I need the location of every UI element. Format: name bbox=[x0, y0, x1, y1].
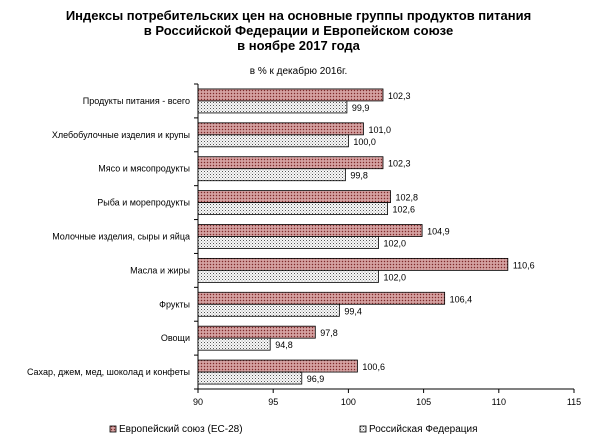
legend-swatch-eu bbox=[109, 425, 117, 433]
bar-ru bbox=[197, 303, 340, 317]
data-label: 100,0 bbox=[353, 137, 376, 147]
chart-title-line-3: в ноябре 2017 года bbox=[237, 38, 360, 53]
data-label: 110,6 bbox=[513, 260, 535, 270]
bar-eu bbox=[197, 359, 358, 373]
legend-label-ru: Российская Федерация bbox=[369, 424, 478, 435]
bar-eu bbox=[197, 88, 384, 102]
data-label: 101,0 bbox=[368, 125, 391, 135]
data-label: 99,4 bbox=[344, 306, 362, 316]
data-label: 102,0 bbox=[383, 272, 406, 282]
category-label: Масла и жиры bbox=[130, 265, 190, 275]
data-label: 100,6 bbox=[362, 362, 385, 372]
bar-ru bbox=[197, 269, 379, 283]
data-label: 104,9 bbox=[427, 227, 450, 237]
data-label: 102,0 bbox=[383, 239, 406, 249]
category-label: Продукты питания - всего bbox=[83, 96, 190, 106]
x-tick-label: 105 bbox=[416, 397, 431, 407]
bar-eu bbox=[197, 156, 384, 170]
bar-ru bbox=[197, 236, 379, 249]
chart-title: Индексы потребительских цен на основные … bbox=[0, 8, 597, 53]
data-label: 102,6 bbox=[393, 205, 416, 215]
data-label: 96,9 bbox=[307, 374, 325, 384]
category-label: Хлебобулочные изделия и крупы bbox=[52, 130, 190, 140]
category-label: Сахар, джем, мед, шоколад и конфеты bbox=[27, 367, 190, 377]
data-label: 94,8 bbox=[275, 340, 293, 350]
x-tick-label: 100 bbox=[341, 397, 356, 407]
bar-ru bbox=[197, 337, 271, 351]
category-label: Мясо и мясопродукты bbox=[98, 164, 190, 174]
data-label: 97,8 bbox=[320, 328, 338, 338]
x-tick-label: 95 bbox=[268, 397, 278, 407]
bar-eu bbox=[197, 325, 316, 339]
category-label: Молочные изделия, сыры и яйца bbox=[52, 232, 190, 242]
plot-area: 90 95 100 105 110 115 Продукты питания - всего… bbox=[27, 83, 581, 407]
legend-swatch-ru bbox=[359, 425, 367, 433]
bar-eu bbox=[197, 224, 423, 237]
data-label: 102,3 bbox=[388, 91, 411, 101]
bar-ru bbox=[197, 134, 349, 148]
data-label: 99,9 bbox=[352, 103, 370, 113]
bar-eu bbox=[197, 190, 391, 204]
bar-ru bbox=[197, 202, 388, 216]
bar-eu bbox=[197, 122, 364, 136]
category-label: Фрукты bbox=[159, 299, 190, 309]
chart-title-line-2: в Российской Федерации и Европейском сою… bbox=[143, 23, 454, 38]
x-tick-label: 115 bbox=[567, 397, 581, 407]
bar-ru bbox=[197, 100, 348, 114]
chart-title-line-1: Индексы потребительских цен на основные … bbox=[65, 8, 532, 23]
legend-label-eu: Европейский союз (ЕС-28) bbox=[119, 424, 243, 435]
bar-ru bbox=[197, 168, 346, 182]
category-label: Овощи bbox=[161, 333, 190, 343]
bar-ru bbox=[197, 371, 303, 385]
legend: Европейский союз (ЕС-28) Российская Федер… bbox=[109, 424, 478, 435]
x-tick-label: 90 bbox=[193, 397, 203, 407]
data-label: 106,4 bbox=[450, 294, 473, 304]
data-label: 99,8 bbox=[350, 171, 368, 181]
chart-subtitle: в % к декабрю 2016г. bbox=[249, 66, 348, 77]
bar-eu bbox=[197, 291, 446, 305]
data-label: 102,3 bbox=[388, 159, 411, 169]
x-tick-label: 110 bbox=[492, 397, 506, 407]
data-label: 102,8 bbox=[396, 193, 419, 203]
category-label: Рыба и морепродукты bbox=[97, 198, 190, 208]
bar-eu bbox=[197, 257, 509, 271]
